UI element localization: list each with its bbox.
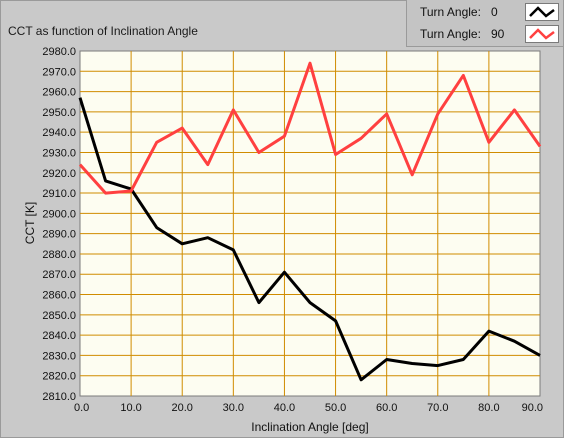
y-tick-label: 2860.0 xyxy=(42,290,76,302)
x-axis-ticks: 0.0 10.0 20.0 30.0 40.0 50.0 60.0 70.0 80.0 90.0 xyxy=(74,402,543,414)
y-tick-label: 2810.0 xyxy=(42,391,76,403)
y-axis-ticks: 2980.0 2970.0 2960.0 2950.0 2940.0 2930.0 2920… xyxy=(42,46,76,403)
y-tick-label: 2840.0 xyxy=(42,330,76,342)
y-tick-label: 2820.0 xyxy=(42,371,76,383)
x-tick-label: 70.0 xyxy=(427,402,448,414)
series-line-turn-angle-90 xyxy=(78,61,542,195)
x-tick-label: 0.0 xyxy=(74,402,89,414)
y-tick-label: 2920.0 xyxy=(42,168,76,180)
x-tick-label: 90.0 xyxy=(522,402,543,414)
y-tick-label: 2970.0 xyxy=(42,66,76,78)
x-axis-label: Inclination Angle [deg] xyxy=(251,420,368,434)
y-tick-label: 2890.0 xyxy=(42,229,76,241)
legend-value: 0 xyxy=(491,5,498,19)
y-tick-label: 2870.0 xyxy=(42,269,76,281)
y-tick-label: 2880.0 xyxy=(42,249,76,261)
y-tick-label: 2980.0 xyxy=(42,46,76,58)
x-tick-label: 40.0 xyxy=(274,402,295,414)
x-tick-label: 20.0 xyxy=(172,402,193,414)
legend-item-turn-angle-90[interactable]: Turn Angle: 90 xyxy=(407,23,563,45)
y-tick-label: 2850.0 xyxy=(42,310,76,322)
x-tick-label: 10.0 xyxy=(120,402,141,414)
y-tick-label: 2940.0 xyxy=(42,127,76,139)
legend-value: 90 xyxy=(491,27,505,41)
legend-swatch-red[interactable] xyxy=(525,25,559,43)
legend-label: Turn Angle: xyxy=(420,27,481,41)
y-tick-label: 2930.0 xyxy=(42,147,76,159)
plot-area xyxy=(79,50,541,397)
x-tick-label: 30.0 xyxy=(223,402,244,414)
series-line-turn-angle-0 xyxy=(78,97,541,382)
y-tick-label: 2830.0 xyxy=(42,350,76,362)
legend-label: Turn Angle: xyxy=(420,5,481,19)
y-tick-label: 2960.0 xyxy=(42,87,76,99)
x-tick-label: 60.0 xyxy=(376,402,397,414)
x-tick-label: 80.0 xyxy=(478,402,499,414)
y-axis-label: CCT [K] xyxy=(23,202,37,244)
y-tick-label: 2950.0 xyxy=(42,107,76,119)
y-tick-label: 2900.0 xyxy=(42,208,76,220)
legend[interactable]: Turn Angle: 0 Turn Angle: 90 xyxy=(406,0,563,47)
x-tick-label: 50.0 xyxy=(325,402,346,414)
chart-title: CCT as function of Inclination Angle xyxy=(8,24,198,38)
data-lines xyxy=(78,61,542,382)
y-tick-label: 2910.0 xyxy=(42,188,76,200)
grid-lines xyxy=(80,51,540,396)
legend-swatch-black[interactable] xyxy=(525,3,559,21)
legend-item-turn-angle-0[interactable]: Turn Angle: 0 xyxy=(407,1,563,23)
